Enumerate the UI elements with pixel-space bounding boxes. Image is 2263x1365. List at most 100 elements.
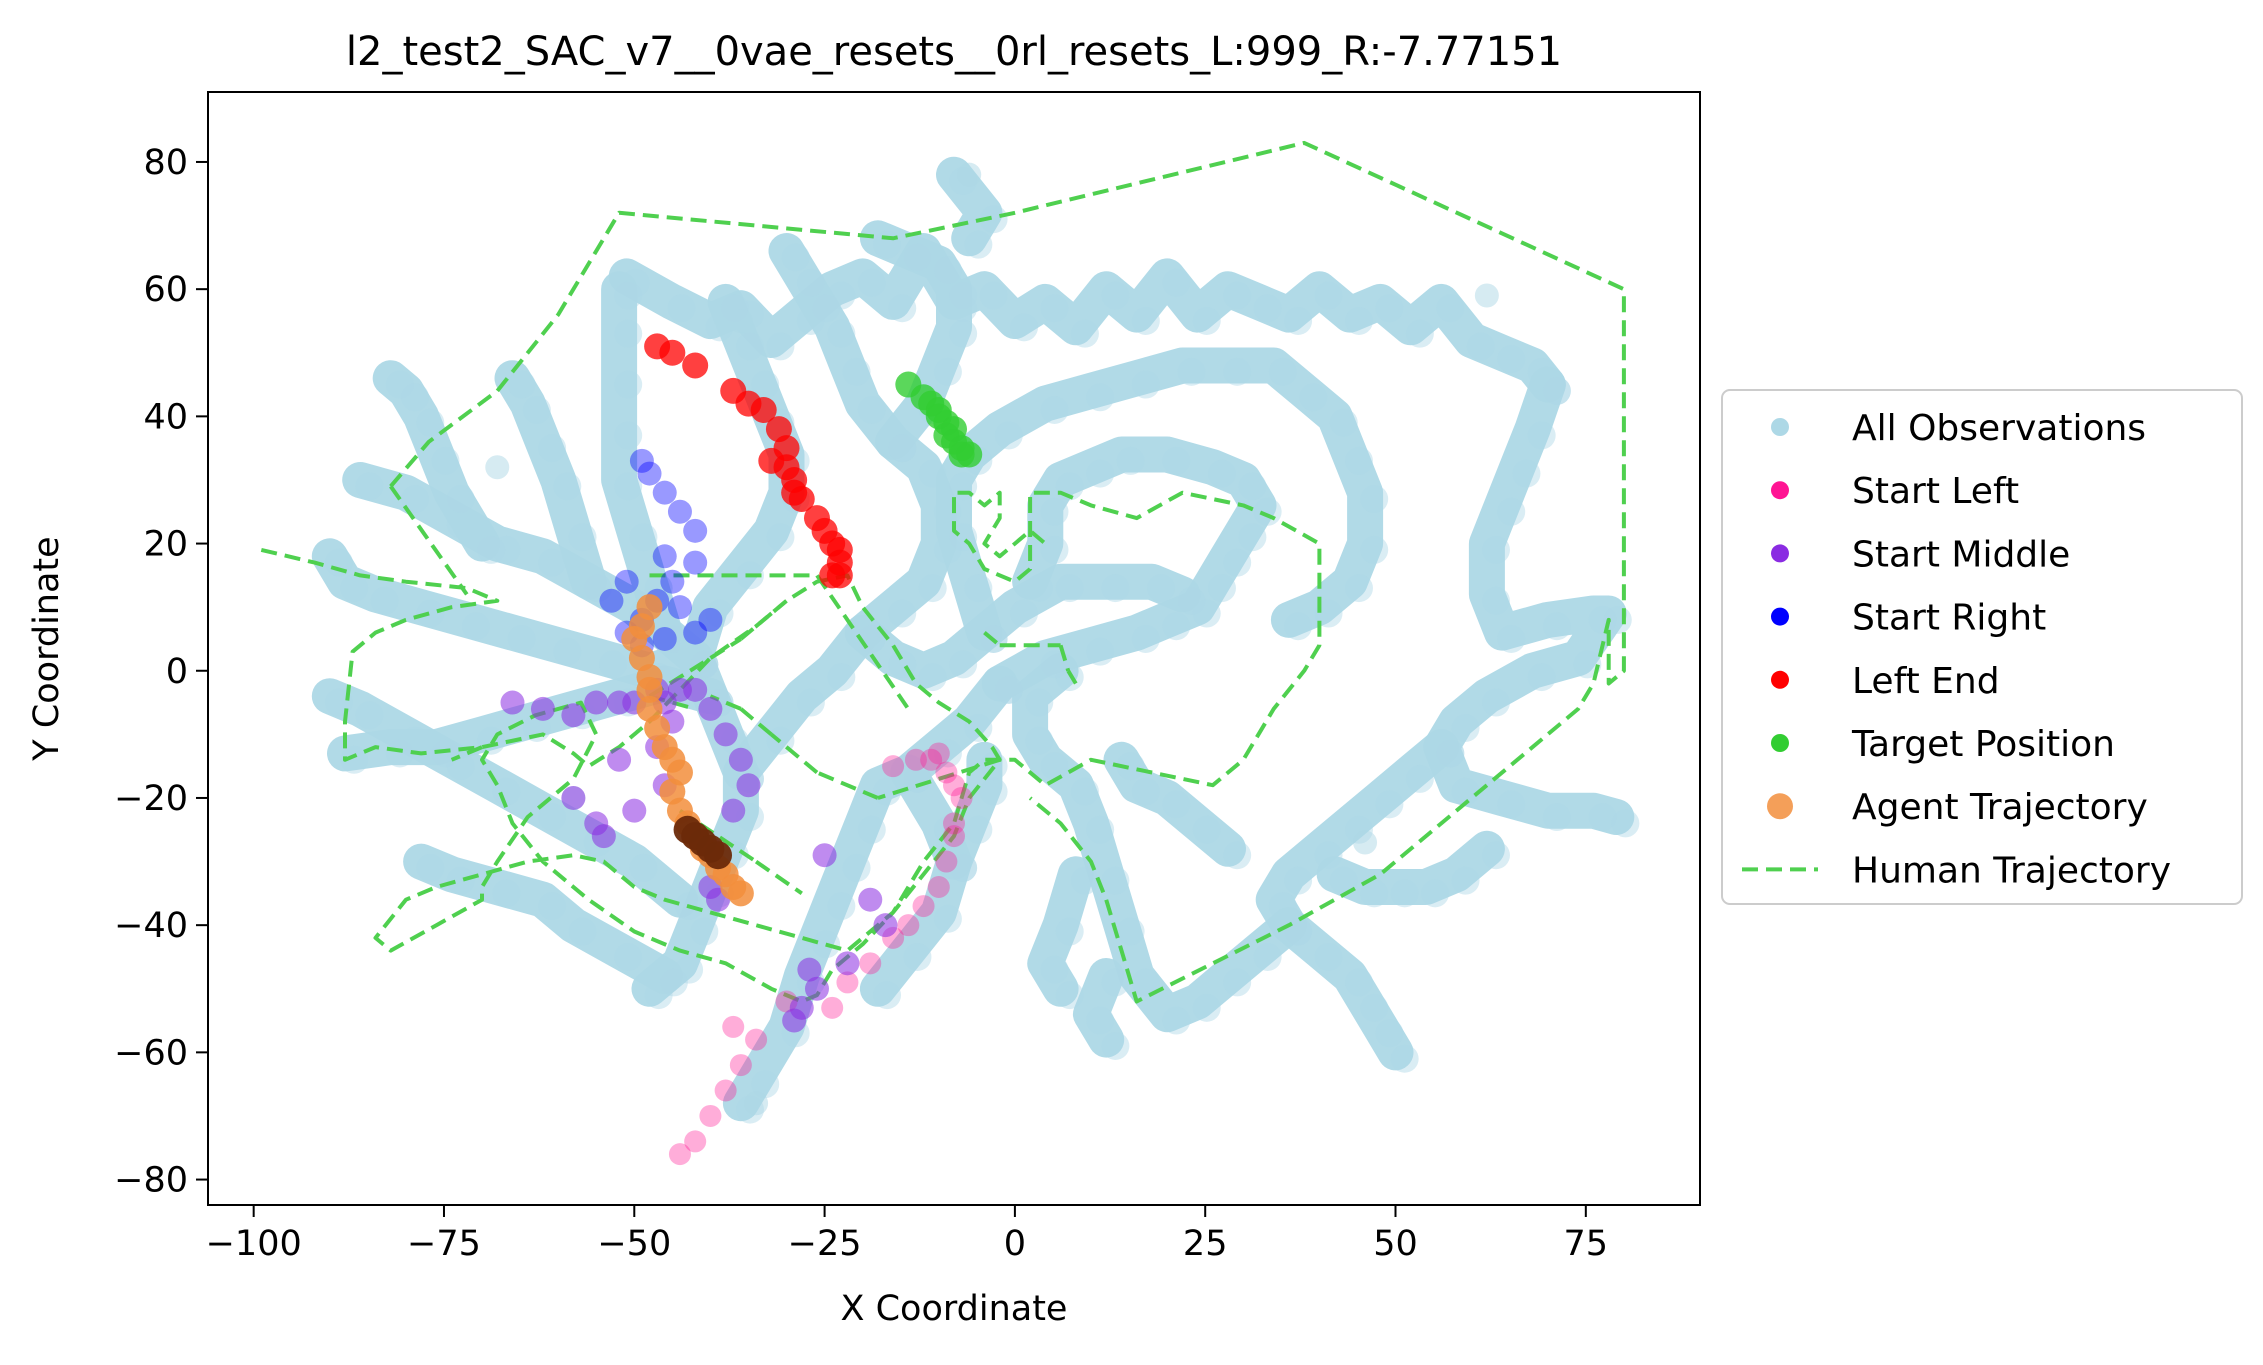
observation-point bbox=[903, 942, 932, 971]
observation-point bbox=[1268, 357, 1297, 386]
start-middle-point bbox=[500, 690, 525, 715]
observation-point bbox=[659, 968, 688, 997]
observation-point bbox=[1451, 866, 1480, 895]
observation-point bbox=[1192, 599, 1221, 628]
observation-point bbox=[1405, 319, 1434, 348]
observation-point bbox=[446, 485, 475, 514]
plot-frame bbox=[207, 91, 1701, 1206]
observation-point bbox=[1070, 866, 1099, 895]
observation-band bbox=[936, 156, 1003, 257]
observation-band bbox=[936, 347, 1384, 651]
observation-point bbox=[949, 853, 978, 882]
x-tick-label: 25 bbox=[1183, 1224, 1228, 1264]
observation-point bbox=[1192, 306, 1221, 335]
observation-point bbox=[1481, 688, 1510, 717]
observation-point bbox=[1344, 574, 1373, 603]
observation-band bbox=[981, 436, 1277, 702]
observation-point bbox=[522, 396, 551, 424]
start-left-point bbox=[943, 812, 965, 835]
observation-point bbox=[416, 599, 445, 628]
legend-label: Start Left bbox=[1852, 471, 2019, 512]
agent-trajectory-end-point bbox=[704, 841, 733, 870]
start-left-point bbox=[927, 876, 950, 898]
y-tick-label: 0 bbox=[166, 652, 188, 692]
observation-band bbox=[1103, 741, 1246, 867]
start-right-point bbox=[652, 480, 677, 505]
observation-point bbox=[1207, 574, 1236, 603]
observation-point bbox=[1101, 574, 1130, 603]
left-end-point bbox=[819, 562, 846, 589]
observation-point bbox=[461, 612, 490, 641]
observation-point bbox=[477, 535, 506, 564]
start-left-point bbox=[935, 761, 958, 784]
observation-point bbox=[781, 243, 810, 272]
observation-point bbox=[933, 739, 962, 768]
observation-point bbox=[979, 777, 1008, 806]
observation-point bbox=[1481, 841, 1510, 870]
observation-point bbox=[812, 294, 841, 323]
observation-point bbox=[1040, 396, 1069, 424]
observation-point bbox=[1314, 281, 1343, 310]
start-right-point bbox=[652, 544, 677, 569]
observation-band bbox=[372, 360, 500, 562]
observation-band bbox=[1012, 652, 1307, 1033]
observation-point bbox=[1497, 345, 1526, 374]
observation-point bbox=[1207, 459, 1236, 488]
start-middle-point bbox=[584, 690, 609, 715]
observation-point bbox=[1588, 605, 1617, 634]
start-right-point bbox=[614, 569, 639, 594]
x-tick-label: 0 bbox=[1004, 1224, 1026, 1264]
observation-point bbox=[751, 1070, 780, 1099]
observation-point bbox=[1451, 777, 1480, 806]
observation-point bbox=[1086, 1006, 1115, 1035]
legend-swatch bbox=[1771, 734, 1789, 752]
start-left-point bbox=[859, 952, 882, 975]
observation-point bbox=[1375, 1019, 1404, 1048]
observation-point bbox=[766, 332, 795, 361]
observation-point bbox=[1542, 376, 1571, 405]
observation-point bbox=[1360, 993, 1389, 1022]
observation-point bbox=[1162, 612, 1191, 641]
left-end-point bbox=[659, 339, 686, 366]
start-left-point bbox=[836, 971, 859, 994]
agent-trajectory-point bbox=[727, 880, 754, 907]
observation-point bbox=[598, 650, 627, 679]
human-trajectory-segment bbox=[1066, 669, 1078, 685]
observation-point bbox=[1238, 523, 1267, 552]
observation-point bbox=[949, 281, 978, 310]
observation-point bbox=[416, 408, 445, 437]
left-end-point bbox=[750, 397, 777, 423]
start-middle-point bbox=[584, 811, 609, 836]
observation-point bbox=[1527, 421, 1556, 450]
start-left-point bbox=[745, 1028, 768, 1051]
start-middle-point bbox=[797, 957, 822, 982]
observation-point bbox=[1405, 764, 1434, 793]
observation-point bbox=[964, 574, 993, 603]
human-trajectory-segment bbox=[815, 574, 910, 711]
observation-point bbox=[614, 281, 643, 310]
observation-point bbox=[857, 396, 886, 424]
x-tick-label: −100 bbox=[206, 1224, 302, 1264]
observation-point bbox=[1086, 815, 1115, 844]
observation-point bbox=[1010, 313, 1039, 342]
human-trajectory-segment bbox=[877, 757, 1001, 800]
observation-point bbox=[1010, 599, 1039, 628]
observation-point bbox=[994, 675, 1023, 704]
left-end-point bbox=[788, 486, 815, 513]
observation-point bbox=[1223, 357, 1252, 386]
observation-point bbox=[690, 917, 719, 946]
observation-point bbox=[933, 904, 962, 933]
observation-point bbox=[949, 650, 978, 679]
start-left-point bbox=[943, 774, 965, 797]
start-right-point bbox=[667, 595, 692, 620]
observation-point bbox=[735, 332, 764, 361]
observation-point bbox=[1611, 809, 1640, 838]
legend: All Observations Start Left Start Middle St… bbox=[1721, 389, 2243, 905]
observation-point bbox=[1284, 866, 1313, 895]
observation-point bbox=[1481, 535, 1510, 564]
human-trajectory-segment bbox=[770, 732, 819, 775]
observation-point bbox=[1375, 790, 1404, 819]
observation-point bbox=[1512, 459, 1541, 488]
human-trajectory-segment bbox=[754, 859, 803, 896]
observation-point bbox=[1131, 624, 1160, 653]
